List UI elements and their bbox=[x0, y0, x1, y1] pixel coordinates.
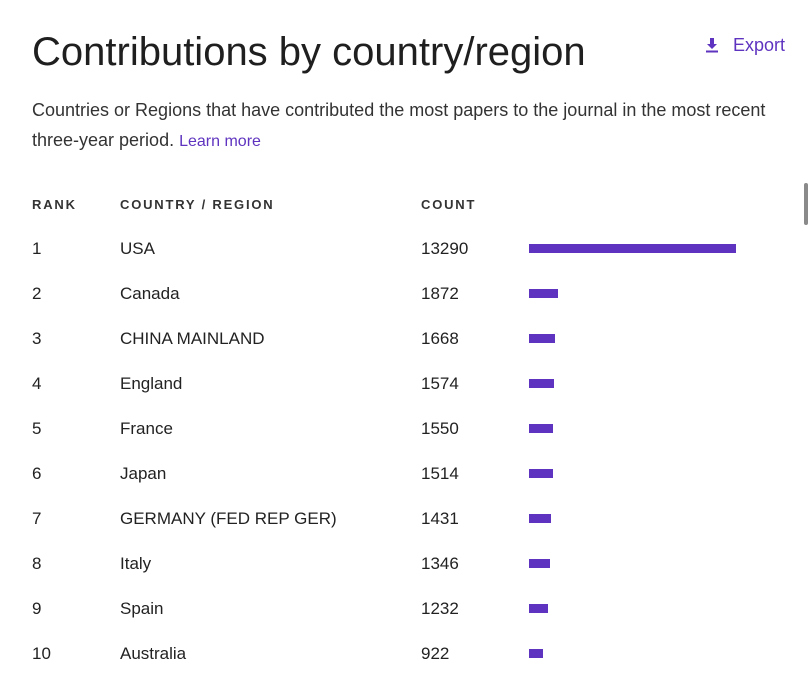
rank-cell: 5 bbox=[32, 419, 42, 438]
count-cell: 1232 bbox=[421, 599, 459, 618]
country-cell: CHINA MAINLAND bbox=[120, 329, 265, 348]
count-cell: 1574 bbox=[421, 374, 459, 393]
table-row: 2 Canada 1872 bbox=[0, 282, 808, 327]
rank-cell: 6 bbox=[32, 464, 42, 483]
country-cell: Italy bbox=[120, 554, 152, 573]
count-bar bbox=[529, 379, 554, 388]
count-cell: 1872 bbox=[421, 284, 459, 303]
country-cell: England bbox=[120, 374, 183, 393]
count-cell: 1514 bbox=[421, 464, 459, 483]
rank-cell: 9 bbox=[32, 599, 42, 618]
count-bar bbox=[529, 514, 551, 523]
count-bar bbox=[529, 469, 553, 478]
rank-cell: 1 bbox=[32, 239, 42, 258]
count-cell: 1550 bbox=[421, 419, 459, 438]
description-text: Countries or Regions that have contribut… bbox=[32, 100, 766, 150]
count-bar bbox=[529, 559, 550, 568]
count-bar bbox=[529, 244, 736, 253]
country-cell: USA bbox=[120, 239, 155, 258]
table-row: 8 Italy 1346 bbox=[0, 552, 808, 597]
count-bar bbox=[529, 289, 558, 298]
country-cell: Spain bbox=[120, 599, 164, 618]
rank-cell: 2 bbox=[32, 284, 42, 303]
table-row: 7 GERMANY (FED REP GER) 1431 bbox=[0, 507, 808, 552]
count-bar bbox=[529, 604, 548, 613]
count-bar bbox=[529, 334, 555, 343]
page-title: Contributions by country/region bbox=[32, 30, 586, 74]
country-cell: France bbox=[120, 419, 173, 438]
rank-cell: 8 bbox=[32, 554, 42, 573]
country-cell: GERMANY (FED REP GER) bbox=[120, 509, 337, 528]
table-row: 10 Australia 922 bbox=[0, 642, 808, 687]
table-row: 9 Spain 1232 bbox=[0, 597, 808, 642]
rank-cell: 10 bbox=[32, 644, 51, 663]
count-bar bbox=[529, 649, 543, 658]
download-icon bbox=[705, 37, 719, 53]
count-cell: 13290 bbox=[421, 239, 469, 258]
country-cell: Australia bbox=[120, 644, 187, 663]
rank-cell: 7 bbox=[32, 509, 42, 528]
table-row: 4 England 1574 bbox=[0, 372, 808, 417]
export-label: Export bbox=[733, 35, 786, 55]
country-cell: Canada bbox=[120, 284, 180, 303]
column-header-rank: RANK bbox=[32, 197, 77, 212]
scrollbar-thumb[interactable] bbox=[804, 183, 808, 225]
column-header-count: COUNT bbox=[421, 197, 477, 212]
table-row: 1 USA 13290 bbox=[0, 237, 808, 282]
table-row: 3 CHINA MAINLAND 1668 bbox=[0, 327, 808, 372]
export-button[interactable]: Export bbox=[705, 33, 785, 57]
count-bar bbox=[529, 424, 553, 433]
table-row: 5 France 1550 bbox=[0, 417, 808, 462]
count-cell: 1346 bbox=[421, 554, 459, 573]
rank-cell: 4 bbox=[32, 374, 42, 393]
count-cell: 1431 bbox=[421, 509, 459, 528]
column-header-country: COUNTRY / REGION bbox=[120, 197, 275, 212]
table-row: 6 Japan 1514 bbox=[0, 462, 808, 507]
count-cell: 922 bbox=[421, 644, 450, 663]
page-description: Countries or Regions that have contribut… bbox=[32, 95, 792, 157]
rank-cell: 3 bbox=[32, 329, 42, 348]
learn-more-link[interactable]: Learn more bbox=[179, 133, 261, 150]
count-cell: 1668 bbox=[421, 329, 459, 348]
country-cell: Japan bbox=[120, 464, 167, 483]
